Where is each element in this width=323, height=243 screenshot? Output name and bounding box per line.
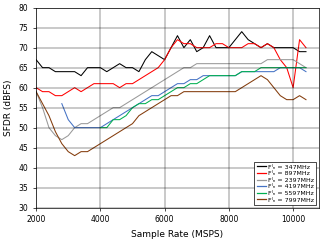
Legend: Fᴵₙ = 347MHz, Fᴵₙ = 897MHz, Fᴵₙ = 2397MHz, Fᴵₙ = 4197MHz, Fᴵₙ = 5597MHz, Fᴵₙ = 7: Fᴵₙ = 347MHz, Fᴵₙ = 897MHz, Fᴵₙ = 2397MH… bbox=[254, 162, 316, 205]
X-axis label: Sample Rate (MSPS): Sample Rate (MSPS) bbox=[131, 230, 224, 239]
Y-axis label: SFDR (dBFS): SFDR (dBFS) bbox=[4, 79, 13, 136]
